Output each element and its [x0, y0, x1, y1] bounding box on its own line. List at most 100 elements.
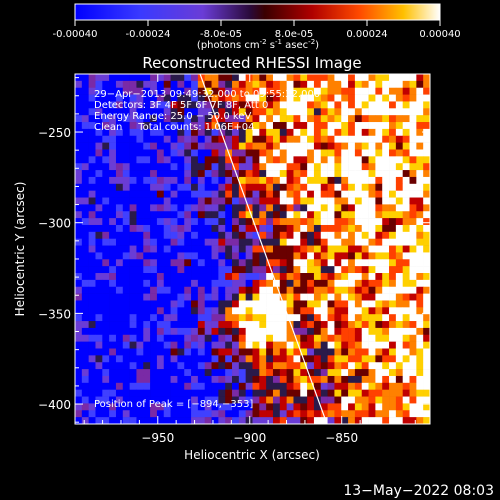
- heatmap-cell: [307, 218, 315, 226]
- heatmap-cell: [320, 355, 328, 363]
- heatmap-cell: [279, 149, 287, 157]
- heatmap-cell: [252, 156, 260, 164]
- heatmap-cell: [177, 327, 185, 336]
- heatmap-cell: [409, 321, 417, 329]
- heatmap-cell: [129, 108, 137, 116]
- heatmap-cell: [197, 389, 206, 397]
- heatmap-cell: [341, 396, 349, 404]
- heatmap-cell: [416, 314, 424, 322]
- heatmap-cell: [272, 224, 281, 233]
- heatmap-cell: [218, 170, 226, 178]
- heatmap-cell: [232, 218, 240, 226]
- heatmap-cell: [197, 108, 206, 116]
- heatmap-cell: [348, 273, 356, 281]
- heatmap-cell: [88, 149, 96, 157]
- heatmap-cell: [136, 327, 144, 336]
- heatmap-cell: [409, 334, 417, 342]
- heatmap-cell: [389, 211, 397, 219]
- heatmap-cell: [184, 108, 192, 116]
- heatmap-cell: [136, 389, 144, 397]
- heatmap-cell: [191, 273, 199, 281]
- heatmap-cell: [375, 321, 383, 329]
- heatmap-cell: [218, 245, 226, 253]
- heatmap-cell: [361, 176, 369, 185]
- heatmap-cell: [238, 279, 246, 288]
- heatmap-cell: [300, 108, 308, 116]
- heatmap-cell: [300, 80, 308, 89]
- heatmap-cell: [88, 369, 96, 377]
- heatmap-cell: [232, 279, 240, 288]
- heatmap-cell: [191, 252, 199, 260]
- heatmap-cell: [122, 163, 130, 171]
- heatmap-cell: [150, 176, 158, 185]
- heatmap-cell: [136, 362, 144, 370]
- heatmap-cell: [75, 211, 83, 219]
- image-annotations: 29−Apr−2013 09:49:32.000 to 09:55:32.000…: [94, 89, 320, 133]
- heatmap-cell: [191, 156, 199, 164]
- heatmap-cell: [279, 314, 287, 322]
- heatmap-cell: [402, 238, 410, 246]
- heatmap-cell: [163, 170, 171, 178]
- heatmap-cell: [191, 224, 199, 233]
- heatmap-cell: [102, 314, 110, 322]
- heatmap-cell: [218, 142, 226, 150]
- heatmap-cell: [115, 273, 124, 281]
- heatmap-cell: [136, 266, 144, 274]
- heatmap-cell: [327, 183, 335, 191]
- heatmap-cell: [184, 170, 192, 178]
- heatmap-cell: [320, 190, 328, 198]
- heatmap-cell: [286, 279, 294, 288]
- heatmap-cell: [225, 101, 233, 109]
- heatmap-cell: [102, 238, 110, 246]
- heatmap-cell: [409, 218, 417, 226]
- heatmap-cell: [115, 238, 124, 246]
- heatmap-cell: [266, 334, 274, 342]
- heatmap-cell: [163, 334, 171, 342]
- heatmap-cell: [341, 135, 349, 143]
- heatmap-cell: [75, 375, 83, 384]
- heatmap-cell: [75, 341, 83, 349]
- heatmap-cell: [156, 266, 165, 274]
- heatmap-cell: [307, 197, 315, 205]
- heatmap-cell: [259, 355, 267, 363]
- heatmap-cell: [156, 375, 165, 384]
- heatmap-cell: [375, 252, 383, 260]
- heatmap-cell: [109, 279, 117, 288]
- heatmap-cell: [156, 259, 165, 267]
- heatmap-cell: [300, 135, 308, 143]
- heatmap-cell: [75, 149, 83, 157]
- heatmap-cell: [395, 396, 403, 404]
- heatmap-cell: [361, 224, 369, 233]
- heatmap-cell: [334, 170, 342, 178]
- heatmap-cell: [395, 321, 403, 329]
- heatmap-cell: [279, 128, 287, 137]
- heatmap-cell: [286, 410, 294, 418]
- heatmap-cell: [361, 307, 369, 315]
- heatmap-cell: [115, 417, 124, 424]
- heatmap-cell: [95, 87, 103, 95]
- heatmap-cell: [88, 314, 96, 322]
- heatmap-cell: [102, 334, 110, 342]
- heatmap-cell: [320, 417, 328, 424]
- heatmap-cell: [341, 74, 349, 82]
- heatmap-cell: [300, 183, 308, 191]
- heatmap-cell: [402, 115, 410, 123]
- heatmap-cell: [395, 135, 403, 143]
- heatmap-cell: [115, 128, 124, 137]
- heatmap-cell: [184, 410, 192, 418]
- heatmap-cell: [272, 417, 281, 424]
- heatmap-cell: [102, 382, 110, 390]
- heatmap-cell: [259, 369, 267, 377]
- heatmap-cell: [348, 108, 356, 116]
- heatmap-cell: [204, 321, 212, 329]
- heatmap-cell: [402, 245, 410, 253]
- heatmap-cell: [266, 142, 274, 150]
- heatmap-cell: [307, 334, 315, 342]
- heatmap-cell: [136, 300, 144, 308]
- heatmap-cell: [122, 122, 130, 130]
- heatmap-cell: [177, 204, 185, 212]
- heatmap-cell: [115, 348, 124, 356]
- heatmap-cell: [368, 122, 376, 130]
- heatmap-cell: [409, 183, 417, 191]
- heatmap-cell: [238, 101, 246, 109]
